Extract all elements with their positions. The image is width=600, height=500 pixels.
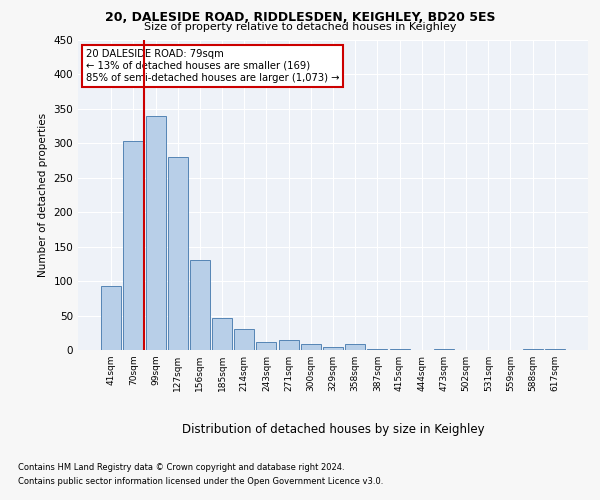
Text: Distribution of detached houses by size in Keighley: Distribution of detached houses by size … — [182, 422, 484, 436]
Bar — [301, 344, 321, 350]
Text: Contains public sector information licensed under the Open Government Licence v3: Contains public sector information licen… — [18, 478, 383, 486]
Bar — [523, 348, 542, 350]
Bar — [212, 318, 232, 350]
Bar — [101, 286, 121, 350]
Text: 20 DALESIDE ROAD: 79sqm
← 13% of detached houses are smaller (169)
85% of semi-d: 20 DALESIDE ROAD: 79sqm ← 13% of detache… — [86, 50, 339, 82]
Bar — [256, 342, 277, 350]
Y-axis label: Number of detached properties: Number of detached properties — [38, 113, 48, 277]
Text: 20, DALESIDE ROAD, RIDDLESDEN, KEIGHLEY, BD20 5ES: 20, DALESIDE ROAD, RIDDLESDEN, KEIGHLEY,… — [105, 11, 495, 24]
Bar — [168, 157, 188, 350]
Bar — [345, 344, 365, 350]
Bar — [367, 348, 388, 350]
Bar — [278, 340, 299, 350]
Bar — [323, 346, 343, 350]
Bar — [124, 142, 143, 350]
Text: Contains HM Land Registry data © Crown copyright and database right 2024.: Contains HM Land Registry data © Crown c… — [18, 462, 344, 471]
Bar — [146, 116, 166, 350]
Text: Size of property relative to detached houses in Keighley: Size of property relative to detached ho… — [144, 22, 456, 32]
Bar — [234, 330, 254, 350]
Bar — [190, 260, 210, 350]
